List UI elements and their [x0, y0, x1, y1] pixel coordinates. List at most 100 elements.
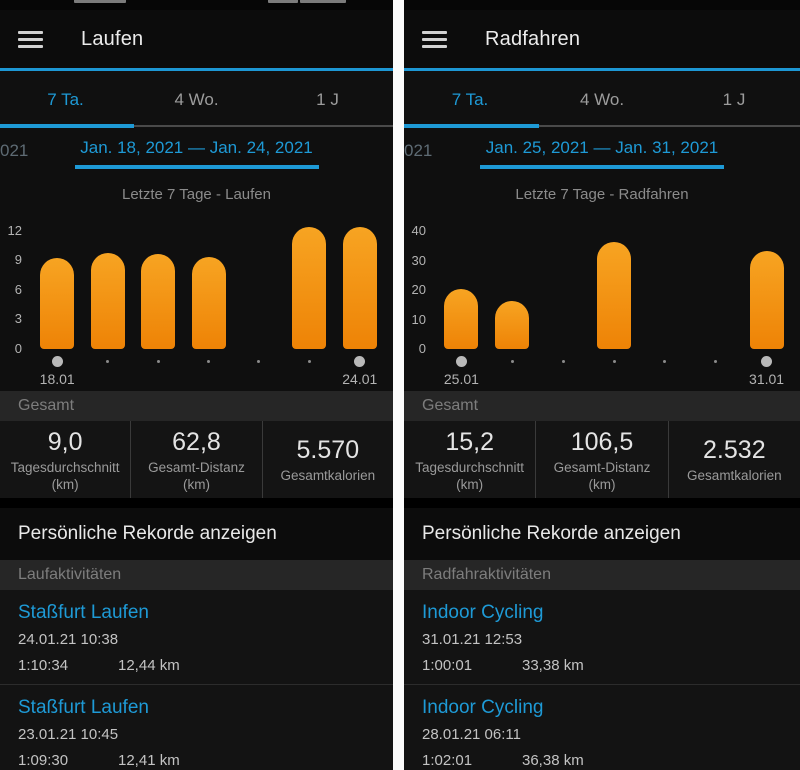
tab-4-weeks[interactable]: 4 Wo. [579, 89, 625, 109]
y-axis-tick: 3 [14, 311, 22, 327]
stat-unit: (km) [51, 476, 79, 492]
tab-1-year[interactable]: 1 J [722, 89, 746, 109]
status-bar [404, 0, 800, 10]
chart-title: Letzte 7 Tage - Radfahren [515, 186, 689, 203]
activity-name-link[interactable]: Indoor Cycling [422, 602, 544, 623]
chart-plot: 0 3 6 9 12 [8, 221, 385, 356]
activity-datetime: 28.01.21 06:11 [422, 726, 521, 743]
tab-1-year[interactable]: 1 J [316, 89, 339, 109]
stat-total-calories: 2.532 Gesamtkalorien [667, 421, 800, 498]
previous-range-partial[interactable]: 021 [0, 141, 29, 160]
activity-datetime: 23.01.21 10:45 [18, 726, 119, 743]
weekly-bar-chart: 0 3 6 9 12 18.01 24.01 [0, 221, 393, 391]
activity-name-link[interactable]: Staßfurt Laufen [18, 602, 149, 623]
day-marker-row [436, 353, 792, 369]
period-tabs: 7 Ta. 4 Wo. 1 J [404, 71, 800, 128]
chart-bar[interactable] [40, 258, 75, 349]
day-marker[interactable] [561, 360, 565, 363]
chart-bar[interactable] [141, 253, 176, 349]
menu-icon[interactable] [18, 30, 43, 48]
panel-laufen: Laufen 7 Ta. 4 Wo. 1 J 021 Jan. 18, 2021… [0, 0, 393, 770]
period-tabs: 7 Ta. 4 Wo. 1 J [0, 71, 393, 128]
activities-header: Radfahraktivitäten [404, 560, 800, 590]
activity-item[interactable]: Indoor Cycling 28.01.21 06:11 1:02:01 36… [404, 684, 800, 770]
chart-bar[interactable] [749, 250, 784, 349]
section-gap [404, 498, 800, 508]
y-axis-tick: 10 [411, 311, 426, 327]
activity-duration: 1:02:01 [422, 752, 473, 769]
personal-records-link[interactable]: Persönliche Rekorde anzeigen [404, 508, 800, 560]
stat-total-calories: 5.570 Gesamtkalorien [261, 421, 393, 498]
day-marker[interactable] [257, 360, 261, 363]
date-row: 021 Jan. 25, 2021 — Jan. 31, 2021 [404, 128, 800, 178]
x-axis-label: 24.01 [342, 371, 378, 387]
app-bar: Laufen [0, 10, 393, 68]
activity-item[interactable]: Staßfurt Laufen 23.01.21 10:45 1:09:30 1… [0, 684, 393, 770]
tab-4-weeks[interactable]: 4 Wo. [174, 89, 219, 109]
day-marker-selected[interactable] [455, 356, 467, 367]
stat-unit: (km) [456, 476, 484, 492]
tab-track [404, 125, 800, 127]
stat-value: 106,5 [570, 427, 634, 456]
personal-records-link[interactable]: Persönliche Rekorde anzeigen [0, 508, 393, 560]
chart-title: Letzte 7 Tage - Laufen [121, 186, 271, 203]
day-marker[interactable] [207, 360, 210, 363]
tab-track [0, 125, 393, 127]
y-axis-tick: 30 [411, 252, 426, 268]
stat-label: Gesamt-Distanz [553, 459, 651, 475]
activity-list: Staßfurt Laufen 24.01.21 10:38 1:10:34 1… [0, 590, 393, 770]
activity-item[interactable]: Staßfurt Laufen 24.01.21 10:38 1:10:34 1… [0, 590, 393, 684]
tab-7-days[interactable]: 7 Ta. [47, 89, 84, 109]
chart-bar[interactable] [495, 301, 530, 349]
day-marker[interactable] [106, 360, 110, 363]
day-marker[interactable] [510, 360, 514, 363]
status-bar [0, 0, 393, 10]
x-axis-label: 18.01 [39, 371, 75, 387]
day-marker[interactable] [307, 360, 311, 363]
page-title: Radfahren [485, 27, 581, 50]
chart-bar[interactable] [597, 241, 631, 349]
y-axis-tick: 40 [411, 223, 426, 239]
appbar-accent-line [404, 68, 800, 71]
activity-item[interactable]: Indoor Cycling 31.01.21 12:53 1:00:01 33… [404, 590, 800, 684]
chart-bar[interactable] [444, 288, 479, 349]
tab-7-days[interactable]: 7 Ta. [451, 89, 489, 109]
day-marker-selected[interactable] [354, 356, 366, 367]
chart-bar[interactable] [342, 226, 377, 349]
status-notification-fragment [268, 0, 298, 3]
previous-range-partial[interactable]: 021 [404, 141, 433, 160]
stat-label: Gesamt-Distanz [148, 459, 245, 475]
day-marker[interactable] [663, 360, 667, 363]
y-axis-tick: 0 [14, 341, 22, 356]
chart-bar[interactable] [191, 257, 226, 349]
status-battery-fragment [300, 0, 346, 3]
tab-active-indicator [404, 124, 539, 128]
totals-header: Gesamt [0, 391, 393, 421]
stat-value: 2.532 [703, 436, 766, 465]
y-axis-tick: 9 [14, 252, 22, 268]
appbar-accent-line [0, 68, 393, 71]
weekly-bar-chart: 0 10 20 30 40 25.01 31.01 [404, 221, 800, 391]
date-range[interactable]: Jan. 18, 2021 — Jan. 24, 2021 [80, 137, 313, 157]
date-range[interactable]: Jan. 25, 2021 — Jan. 31, 2021 [485, 137, 719, 157]
chart-plot: 0 10 20 30 40 [412, 221, 792, 356]
menu-icon[interactable] [422, 30, 447, 48]
day-marker-selected[interactable] [761, 356, 773, 367]
status-clock-fragment [74, 0, 126, 3]
chart-bar[interactable] [292, 226, 327, 349]
activity-duration: 1:00:01 [422, 657, 473, 674]
activity-distance: 36,38 km [522, 752, 584, 769]
page-title: Laufen [81, 27, 144, 50]
day-marker[interactable] [156, 360, 160, 363]
activity-name-link[interactable]: Indoor Cycling [422, 697, 544, 718]
day-marker[interactable] [612, 360, 616, 363]
chart-bar[interactable] [90, 252, 125, 349]
section-gap [0, 498, 393, 508]
stat-daily-average: 15,2 Tagesdurchschnitt (km) [404, 421, 535, 498]
date-underline [74, 164, 319, 169]
day-marker[interactable] [714, 360, 718, 363]
activity-name-link[interactable]: Staßfurt Laufen [18, 697, 149, 718]
y-axis-tick: 12 [7, 222, 22, 238]
day-marker-selected[interactable] [51, 356, 63, 367]
panel-radfahren: Radfahren 7 Ta. 4 Wo. 1 J 021 Jan. 25, 2… [404, 0, 800, 770]
